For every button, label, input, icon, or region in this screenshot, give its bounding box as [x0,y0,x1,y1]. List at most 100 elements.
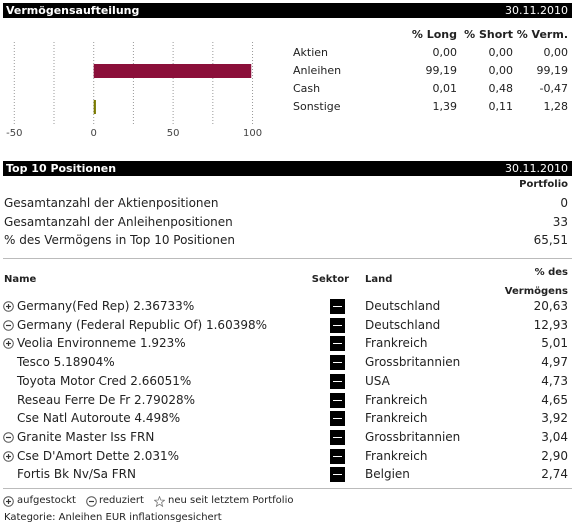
summary-label: Gesamtanzahl der Anleihenpositionen [4,214,233,229]
legend-label: neu seit letztem Portfolio [168,495,294,506]
cell: 0,01 [432,82,458,95]
cell: 0,48 [488,82,514,95]
sector-icon [330,429,345,445]
section-title: Vermögensaufteilung [6,4,140,17]
plus-icon [3,450,14,462]
country: Belgien [365,467,410,482]
share: 5,01 [541,336,568,351]
column-header: % Short [464,28,513,41]
x-tick-label: 50 [167,128,180,139]
row-label: Cash [293,82,321,95]
cell: 1,39 [432,100,458,113]
country: Grossbritannien [365,355,461,370]
column-header: Land [365,274,393,285]
share: 4,73 [541,373,568,388]
cell: 0,00 [432,46,458,59]
cell: 99,19 [425,64,458,77]
sector-dash [333,324,342,326]
section-date: 30.11.2010 [505,162,568,175]
country: Frankreich [365,411,428,426]
bar [93,100,96,114]
plus-icon [3,496,14,507]
plus-icon [3,338,14,350]
share: 20,63 [533,299,568,313]
summary-value: 0 [560,196,568,210]
cell: 0,00 [543,46,569,59]
position-name: Reseau Ferre De Fr 2.79028% [17,392,196,407]
legend-label: aufgestockt [17,495,76,506]
sector-dash [333,436,342,438]
column-header: % Verm. [516,28,568,41]
column-header: Name [4,274,37,285]
sector-dash [333,455,342,457]
position-name: Tesco 5.18904% [17,355,115,370]
share: 12,93 [533,317,568,332]
x-tick-label: -50 [6,128,22,139]
minus-icon [3,319,14,331]
cell: -0,47 [539,82,568,95]
header-bar [3,161,572,176]
cell: 1,28 [543,100,569,113]
sector-icon [330,355,345,371]
cell: 0,00 [488,64,514,77]
country: USA [365,373,390,388]
star-icon [154,496,165,507]
share: 3,92 [541,411,568,426]
position-name: Cse D'Amort Dette 2.031% [17,448,180,463]
row-label: Sonstige [293,100,341,113]
sector-icon [330,467,345,483]
cell: 0,00 [488,46,514,59]
column-header: % des Vermögens [504,267,568,297]
sector-icon [330,299,345,314]
column-header: % Long [411,28,457,41]
x-tick-label: 100 [243,128,262,139]
minus-icon [86,496,97,507]
position-name: Granite Master Iss FRN [17,429,155,444]
sector-icon [330,411,345,427]
sector-dash [333,474,342,476]
country: Frankreich [365,392,428,407]
sector-dash [333,343,342,345]
position-name: Veolia Environneme 1.923% [17,336,186,351]
summary-label: Gesamtanzahl der Aktienpositionen [4,196,219,210]
country: Frankreich [365,448,428,463]
section-date: 30.11.2010 [505,4,568,17]
legend-label: reduziert [99,495,144,506]
row-label: Aktien [293,46,329,59]
share: 4,97 [541,355,568,370]
position-name: Germany(Fed Rep) 2.36733% [17,299,195,313]
sector-dash [333,362,342,364]
sector-icon [330,392,345,408]
minus-icon [3,432,14,443]
country: Deutschland [365,299,441,313]
column-header: Portfolio [519,179,568,190]
column-header: Sektor [311,274,349,285]
share: 4,65 [541,392,568,407]
country: Frankreich [365,336,428,351]
position-name: Germany (Federal Republic Of) 1.60398% [17,317,268,332]
section-title: Top 10 Positionen [6,162,117,175]
sector-dash [333,418,342,420]
sector-icon [330,448,345,464]
allocation-chart: -50 0 50 100 [6,42,262,139]
row-label: Anleihen [293,64,342,77]
position-name: Fortis Bk Nv/Sa FRN [17,467,136,482]
star-shape [154,496,165,507]
plus-icon [3,301,14,312]
position-name: Cse Natl Autoroute 4.498% [17,411,181,426]
share: 2,74 [541,467,568,482]
summary-label: % des Vermögens in Top 10 Positionen [4,233,235,247]
header-bar [3,3,572,18]
summary-value: 65,51 [533,233,568,247]
sector-dash [333,380,342,382]
category: Kategorie: Anleihen EUR inflationsgesich… [4,512,222,523]
divider [3,488,572,489]
divider [3,258,572,259]
sector-icon [330,373,345,389]
sector-dash [333,399,342,401]
sector-icon [330,317,345,333]
sector-dash [333,306,342,307]
cell: 0,11 [488,100,514,113]
x-tick-label: 0 [91,128,97,139]
